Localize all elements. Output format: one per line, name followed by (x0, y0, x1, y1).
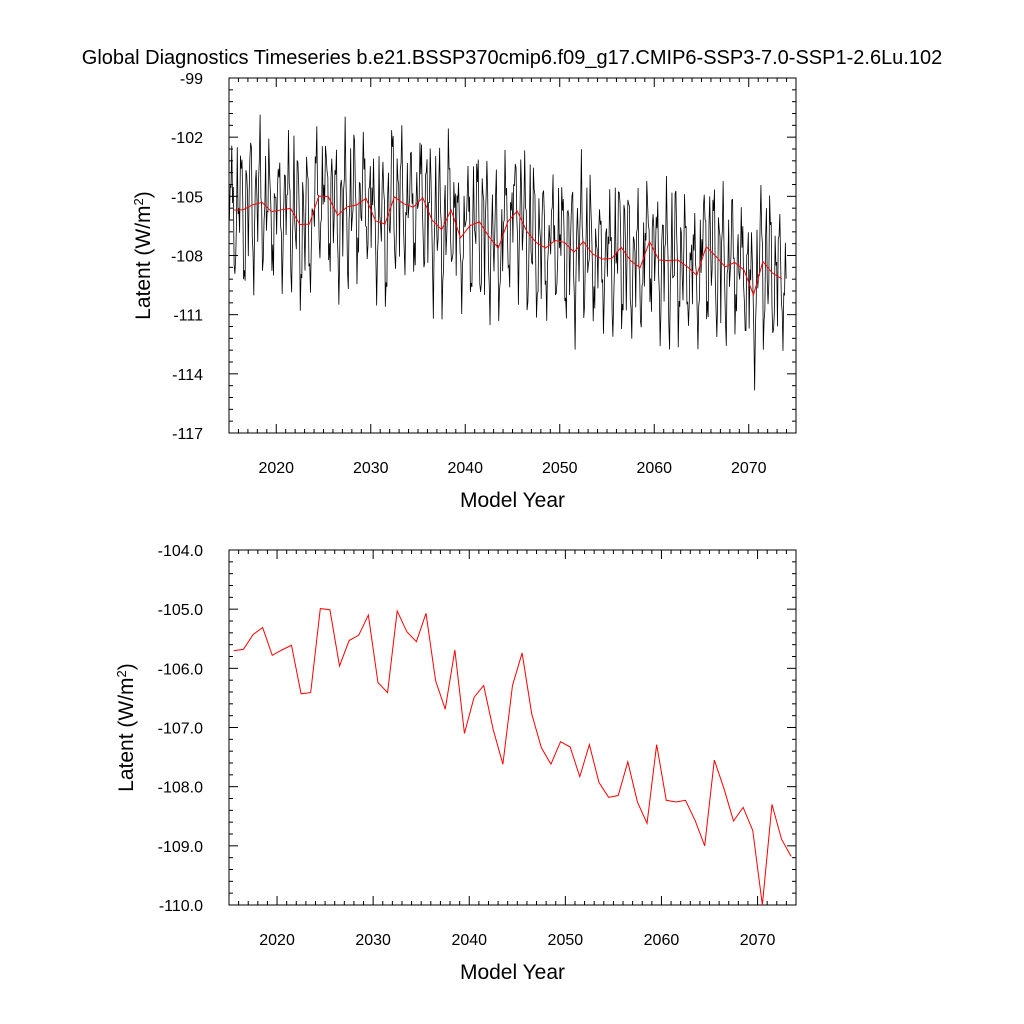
x-tick-label: 2020 (259, 932, 295, 949)
y-tick-label: -117 (172, 426, 203, 443)
x-tick-label: 2020 (258, 460, 294, 477)
y-tick-label: -99 (180, 71, 203, 88)
x-tick-label: 2040 (451, 932, 487, 949)
bottom-panel: 2020 2030 2040 2050 2060 2070 -104.0 -105.0 -106… (114, 543, 797, 984)
y-tick-label: -108.0 (158, 780, 203, 797)
x-tick-label: 2040 (447, 460, 483, 477)
y-tick-label: -111 (173, 308, 203, 325)
figure-title: Global Diagnostics Timeseries b.e21.BSSP… (82, 47, 942, 69)
x-tick-label: 2070 (740, 932, 776, 949)
y-axis-title-close: ) (132, 191, 155, 198)
annual-series-line (233, 195, 783, 297)
y-tick-label: -105.0 (158, 602, 203, 619)
x-tick-label: 2070 (731, 460, 767, 477)
y-tick-label: -108 (171, 249, 203, 266)
y-tick-label: -106.0 (158, 661, 203, 678)
y-axis-title: Latent (W/m2) (114, 663, 139, 792)
x-tick-label: 2030 (353, 460, 389, 477)
y-axis-title-close: ) (115, 663, 138, 670)
x-axis-title: Model Year (460, 961, 565, 984)
x-tick-label: 2060 (644, 932, 680, 949)
plot-frame (228, 549, 797, 906)
y-tick-label: -102 (171, 130, 203, 147)
x-tick-label: 2030 (355, 932, 391, 949)
y-tick-label: -107.0 (158, 721, 203, 738)
x-tick-label: 2050 (542, 460, 578, 477)
y-tick-label: -110.0 (159, 898, 203, 915)
x-axis-title: Model Year (460, 489, 565, 512)
y-axis-title-text: Latent (W/m (132, 205, 155, 319)
y-tick-label: -109.0 (158, 839, 203, 856)
y-axis-title-superscript: 2 (114, 670, 129, 677)
y-tick-label: -104.0 (158, 543, 203, 560)
y-axis-title-superscript: 2 (131, 198, 146, 205)
y-tick-label: -114 (172, 367, 203, 384)
top-panel: 2020 2030 2040 2050 2060 2070 -99 -102 -105 -108 -… (131, 71, 797, 512)
annual-series-line (233, 608, 792, 905)
x-tick-label: 2060 (636, 460, 672, 477)
monthly-series-line (229, 114, 787, 391)
y-axis-title: Latent (W/m2) (131, 191, 156, 320)
x-tick-label: 2050 (548, 932, 584, 949)
y-axis-title-text: Latent (W/m (115, 677, 138, 791)
y-tick-label: -105 (171, 189, 203, 206)
